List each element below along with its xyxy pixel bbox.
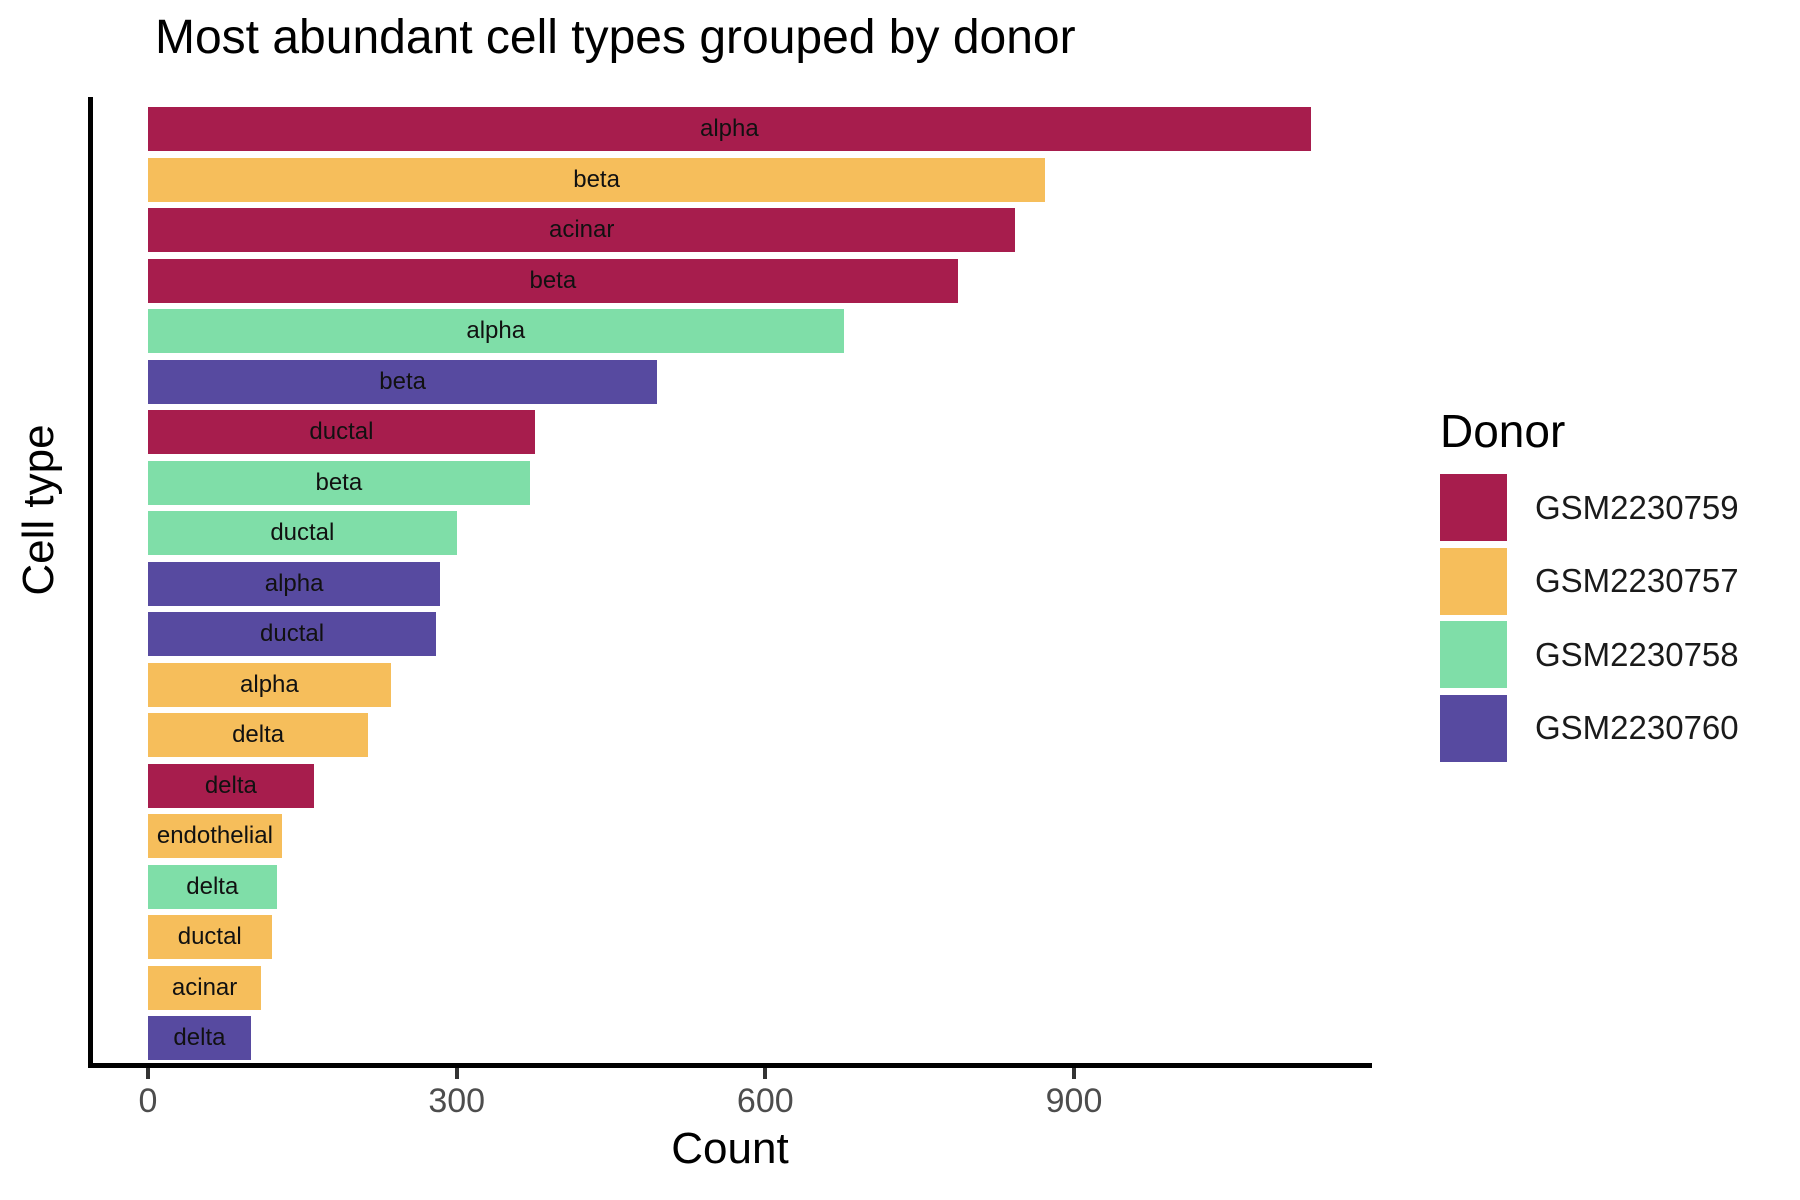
bar-beta-GSM2230759: beta <box>148 258 958 303</box>
bar-beta-GSM2230760: beta <box>148 359 658 404</box>
bar-beta-GSM2230758: beta <box>148 460 530 505</box>
y-axis-line <box>88 97 93 1068</box>
bar-label: delta <box>173 1024 226 1051</box>
bar-alpha-GSM2230759: alpha <box>148 107 1311 151</box>
x-tick-mark <box>763 1068 768 1079</box>
bar-endothelial-GSM2230757: endothelial <box>148 814 282 858</box>
bar-acinar-GSM2230757: acinar <box>148 965 262 1010</box>
bar-label: beta <box>315 468 363 496</box>
y-axis-title: Cell type <box>14 424 63 596</box>
bar-acinar-GSM2230759: acinar <box>148 208 1016 252</box>
bar-alpha-GSM2230760: alpha <box>148 561 441 606</box>
x-tick-label: 300 <box>428 1082 486 1120</box>
legend-item-GSM2230759: GSM2230759 <box>1440 474 1739 541</box>
legend-swatch <box>1440 474 1507 541</box>
bar-label: beta <box>529 266 577 294</box>
bar-label: ductal <box>309 418 374 445</box>
bar-delta-GSM2230757: delta <box>148 713 369 757</box>
bar-label: alpha <box>699 115 759 142</box>
bar-label: acinar <box>171 973 238 1001</box>
bar-delta-GSM2230758: delta <box>148 864 277 909</box>
legend-swatch <box>1440 547 1507 615</box>
legend-label: GSM2230760 <box>1535 709 1739 746</box>
bar-label: delta <box>204 771 257 799</box>
legend-items: GSM2230759 GSM2230757 GSM2230758 GSM2230760 <box>1440 474 1739 762</box>
x-tick-mark <box>146 1068 150 1079</box>
legend-item-GSM2230758: GSM2230758 <box>1440 621 1739 688</box>
x-tick-mark <box>454 1068 459 1079</box>
bar-alpha-GSM2230758: alpha <box>148 309 844 353</box>
x-tick-label: 0 <box>138 1082 158 1120</box>
bar-label: beta <box>379 367 426 395</box>
bar-label: delta <box>186 872 239 900</box>
bar-label: ductal <box>260 620 325 647</box>
legend-title: Donor <box>1440 405 1566 457</box>
legend-label: GSM2230758 <box>1535 635 1739 673</box>
bar-beta-GSM2230757: beta <box>148 157 1046 202</box>
x-tick-label: 900 <box>1045 1082 1103 1120</box>
bar-label: alpha <box>264 569 324 597</box>
bars-area: alpha beta acinar beta alpha beta ductal beta du… <box>148 107 1311 1060</box>
bar-label: ductal <box>270 519 335 546</box>
bar-delta-GSM2230759: delta <box>148 763 314 808</box>
x-axis-title: Count <box>671 1124 789 1173</box>
bar-label: alpha <box>466 317 526 344</box>
x-tick-mark <box>1072 1068 1076 1079</box>
x-tick-label: 600 <box>736 1082 794 1120</box>
bar-ductal-GSM2230760: ductal <box>148 612 437 656</box>
legend-swatch <box>1440 694 1507 762</box>
legend-label: GSM2230759 <box>1535 488 1739 526</box>
bar-label: beta <box>573 165 620 193</box>
x-axis-line <box>88 1063 1372 1068</box>
legend-item-GSM2230760: GSM2230760 <box>1440 694 1739 762</box>
legend-swatch <box>1440 621 1507 688</box>
bar-label: delta <box>232 721 285 748</box>
bar-delta-GSM2230760: delta <box>148 1016 251 1060</box>
legend-label: GSM2230757 <box>1535 562 1739 599</box>
bar-label: ductal <box>177 923 242 950</box>
bar-label: acinar <box>549 216 615 243</box>
bar-alpha-GSM2230757: alpha <box>148 662 391 707</box>
legend-item-GSM2230757: GSM2230757 <box>1440 547 1739 615</box>
bar-ductal-GSM2230757: ductal <box>148 915 272 959</box>
bar-label: endothelial <box>156 822 273 849</box>
bar-ductal-GSM2230759: ductal <box>148 410 535 454</box>
bar-label: alpha <box>240 670 299 698</box>
chart-title: Most abundant cell types grouped by dono… <box>155 11 1076 64</box>
bar-ductal-GSM2230758: ductal <box>148 511 457 555</box>
legend: Donor GSM2230759 GSM2230757 GSM2230758 GSM2… <box>1440 404 1739 762</box>
